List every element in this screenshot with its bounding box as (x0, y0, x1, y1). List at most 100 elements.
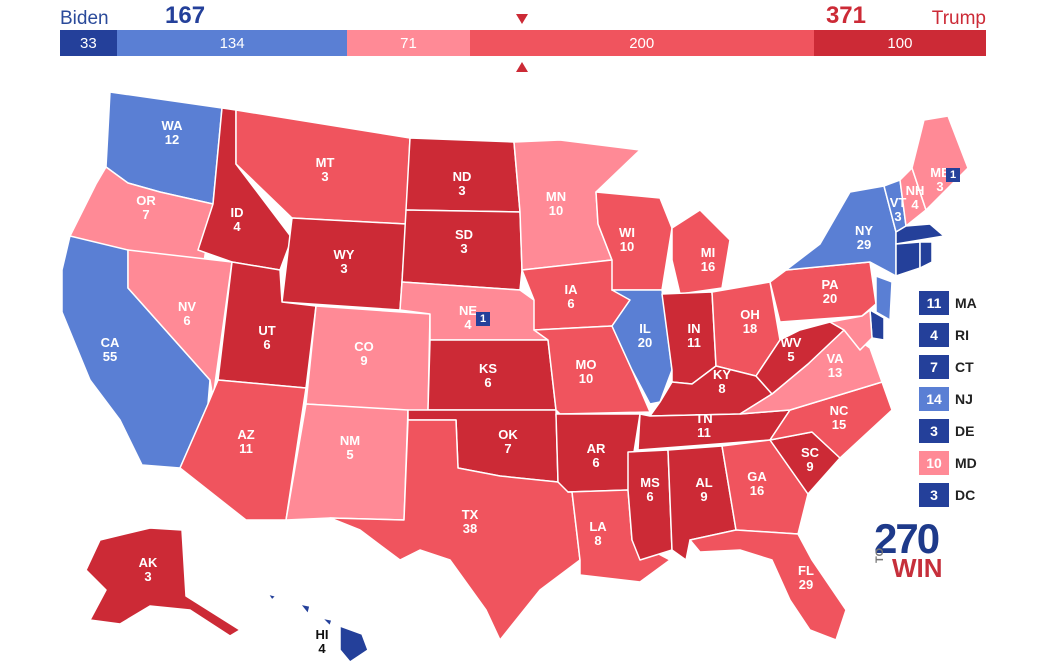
state-ev: 8 (718, 381, 726, 396)
small-state-ri[interactable]: 4 RI (919, 319, 977, 351)
state-abbr: WA (161, 118, 183, 133)
state-label-ar: AR 6 (576, 442, 616, 470)
state-label-ks: KS 6 (468, 362, 508, 390)
state-abbr: CO (354, 339, 374, 354)
small-state-ct[interactable]: 7 CT (919, 351, 977, 383)
state-ev: 9 (700, 489, 708, 504)
state-CT[interactable] (895, 241, 921, 277)
state-ev: 9 (806, 459, 814, 474)
state-abbr: IA (564, 282, 578, 297)
state-label-ms: MS 6 (630, 476, 670, 504)
state-label-wv: WV 5 (771, 336, 811, 364)
state-label-wa: WA 12 (152, 119, 192, 147)
state-label-ia: IA 6 (551, 283, 591, 311)
state-ev: 3 (321, 169, 329, 184)
state-HI[interactable] (267, 593, 369, 663)
state-ev: 3 (894, 209, 902, 224)
state-abbr: KY (712, 367, 732, 382)
state-MS[interactable] (627, 449, 673, 561)
small-state-ev-box[interactable]: 3 (919, 419, 949, 443)
state-ev: 55 (102, 349, 118, 364)
state-NM[interactable] (285, 403, 409, 521)
state-abbr: TX (461, 507, 479, 522)
state-ev: 4 (233, 219, 241, 234)
state-ev: 15 (831, 417, 847, 432)
state-NJ[interactable] (875, 275, 893, 321)
ne-district-box: 1 (476, 312, 490, 326)
state-ev: 5 (787, 349, 795, 364)
state-ev: 29 (798, 577, 814, 592)
state-label-sc: SC 9 (790, 446, 830, 474)
state-label-ny: NY 29 (844, 224, 884, 252)
state-label-id: ID 4 (217, 206, 257, 234)
state-abbr: SC (800, 445, 820, 460)
state-abbr: MO (575, 357, 597, 372)
state-label-nh: NH 4 (895, 184, 935, 212)
state-label-ky: KY 8 (702, 368, 742, 396)
state-abbr: IL (639, 321, 651, 336)
state-ev: 9 (360, 353, 368, 368)
state-abbr: VA (826, 351, 844, 366)
state-ev: 6 (592, 455, 600, 470)
state-abbr: MI (700, 245, 716, 260)
small-state-ev-box[interactable]: 11 (919, 291, 949, 315)
state-ev: 3 (460, 241, 468, 256)
state-label-va: VA 13 (815, 352, 855, 380)
small-state-ev-box[interactable]: 3 (919, 483, 949, 507)
state-abbr: WV (780, 335, 802, 350)
state-label-in: IN 11 (674, 322, 714, 350)
state-MA[interactable] (895, 223, 945, 245)
small-state-de[interactable]: 3 DE (919, 415, 977, 447)
state-label-ok: OK 7 (488, 428, 528, 456)
logo-number: 270 (874, 515, 940, 562)
state-abbr: AK (138, 555, 158, 570)
state-ev: 12 (164, 132, 180, 147)
small-state-ev-box[interactable]: 4 (919, 323, 949, 347)
small-state-ma[interactable]: 11 MA (919, 287, 977, 319)
state-RI[interactable] (919, 241, 933, 269)
small-state-ev-box[interactable]: 14 (919, 387, 949, 411)
state-abbr: PA (821, 277, 839, 292)
state-label-or: OR 7 (126, 194, 166, 222)
dem-electoral-total: 167 (165, 2, 206, 29)
state-ev: 13 (827, 365, 843, 380)
logo-win: WIN (892, 553, 943, 583)
state-AK[interactable] (85, 527, 241, 637)
state-FL[interactable] (689, 529, 847, 641)
small-state-abbr: NJ (955, 391, 973, 407)
state-ev: 29 (856, 237, 872, 252)
state-TX[interactable] (329, 419, 581, 641)
state-ev: 7 (504, 441, 512, 456)
state-NV[interactable] (127, 249, 233, 399)
state-ev: 3 (144, 569, 152, 584)
state-label-la: LA 8 (578, 520, 618, 548)
small-state-ev-box[interactable]: 7 (919, 355, 949, 379)
state-SD[interactable] (401, 209, 523, 291)
small-state-ev-box[interactable]: 10 (919, 451, 949, 475)
state-ev: 11 (697, 425, 711, 440)
small-state-dc[interactable]: 3 DC (919, 479, 977, 511)
state-label-ak: AK 3 (128, 556, 168, 584)
state-ev: 20 (637, 335, 653, 350)
state-abbr: AZ (237, 427, 255, 442)
state-ME[interactable] (911, 115, 969, 211)
state-label-oh: OH 18 (730, 308, 770, 336)
state-abbr: MN (545, 189, 567, 204)
state-ev: 38 (462, 521, 478, 536)
small-state-md[interactable]: 10 MD (919, 447, 977, 479)
tally-segment: 134 (116, 30, 348, 56)
state-abbr: FL (798, 563, 814, 578)
state-abbr: TN (695, 411, 713, 426)
state-abbr: GA (747, 469, 767, 484)
tally-segment: 200 (469, 30, 814, 56)
state-AZ[interactable] (179, 379, 307, 521)
state-MD[interactable] (829, 309, 873, 351)
state-MI[interactable] (671, 209, 731, 295)
state-ev: 8 (594, 533, 602, 548)
state-abbr: OK (498, 427, 518, 442)
small-state-nj[interactable]: 14 NJ (919, 383, 977, 415)
state-abbr: ME (930, 165, 950, 180)
state-abbr: NY (854, 223, 874, 238)
state-label-nm: NM 5 (330, 434, 370, 462)
state-label-mo: MO 10 (566, 358, 606, 386)
